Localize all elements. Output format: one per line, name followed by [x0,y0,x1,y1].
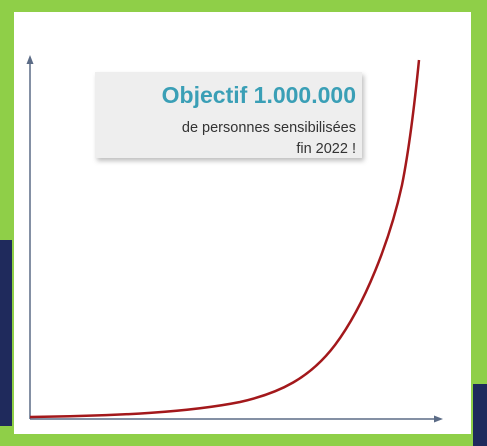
side-strip [473,384,487,446]
callout-line: fin 2022 ! [296,141,356,157]
callout: Objectif 1.000.000 de personnes sensibil… [95,72,362,158]
callout-box [95,72,362,158]
side-strip [0,240,12,426]
y-axis-arrow [26,55,34,64]
x-axis-arrow [434,415,443,423]
growth-curve [29,59,421,419]
callout-line: de personnes sensibilisées [182,120,356,136]
callout-title: Objectif 1.000.000 [162,82,356,108]
